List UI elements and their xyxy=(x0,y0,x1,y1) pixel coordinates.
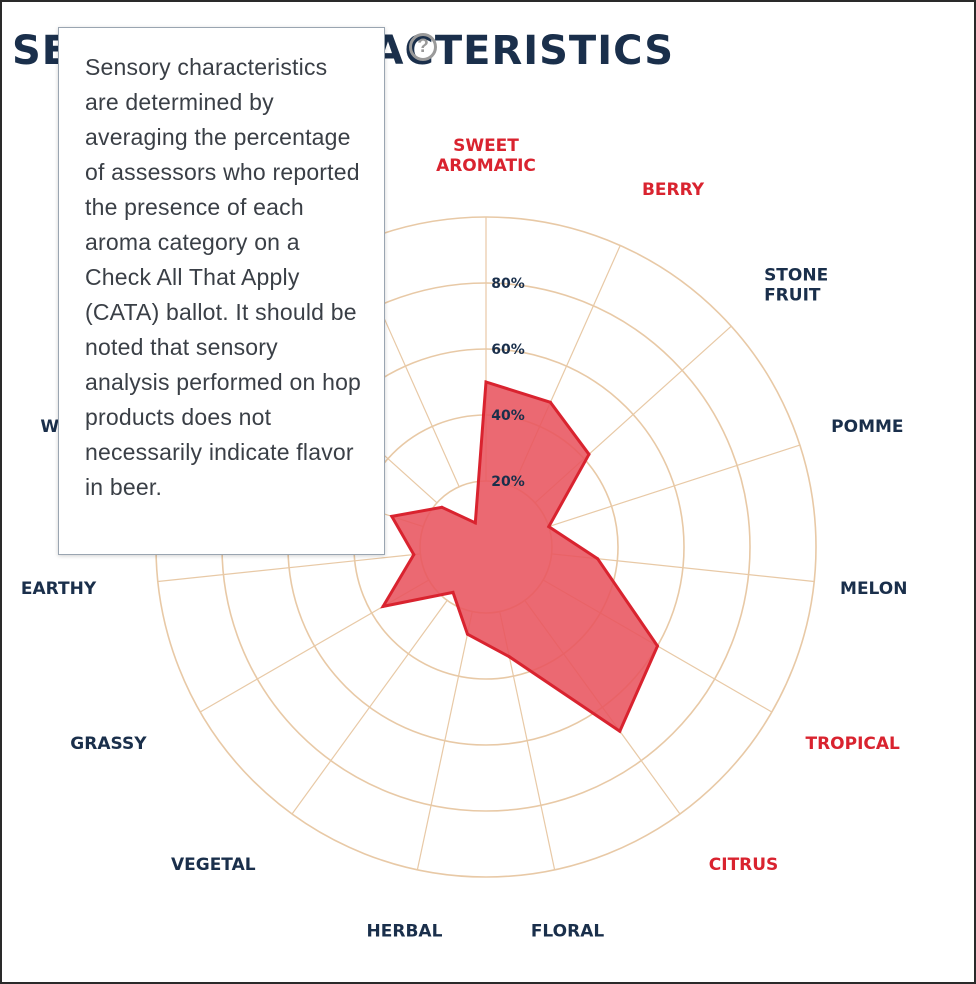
axis-label-vegetal: VEGETAL xyxy=(171,855,256,875)
data-point-12 xyxy=(390,514,394,518)
axis-label-stone-fruit: STONE FRUIT xyxy=(764,266,828,306)
axis-label-earthy: EARTHY xyxy=(21,579,97,599)
data-point-8 xyxy=(465,632,469,636)
data-point-0 xyxy=(484,380,488,384)
question-circle-icon[interactable]: ? xyxy=(409,33,437,61)
grid-spoke xyxy=(157,553,421,583)
axis-label-tropical: TROPICAL xyxy=(805,734,900,754)
tick-label-40: 40% xyxy=(491,408,525,424)
tooltip-text: Sensory characteristics are determined b… xyxy=(85,54,362,500)
axis-label-melon: MELON xyxy=(840,579,907,599)
data-point-2 xyxy=(587,452,591,456)
grid-spoke xyxy=(548,444,801,528)
tick-label-60: 60% xyxy=(491,342,525,358)
axis-label-citrus: CITRUS xyxy=(709,855,779,875)
data-polygon xyxy=(380,380,660,734)
data-point-6 xyxy=(618,729,622,733)
grid-spoke xyxy=(291,600,448,815)
axis-label-pomme: POMME xyxy=(831,417,903,437)
data-point-14 xyxy=(473,521,477,525)
tick-label-20: 20% xyxy=(491,474,525,490)
tick-label-80: 80% xyxy=(491,276,525,292)
data-point-10 xyxy=(381,604,385,608)
help-tooltip: Sensory characteristics are determined b… xyxy=(58,27,385,555)
data-point-5 xyxy=(655,644,659,648)
grid-spoke xyxy=(416,611,473,870)
data-point-7 xyxy=(507,655,511,659)
axis-label-sweet-aromatic: SWEET AROMATIC xyxy=(436,136,536,176)
axis-label-berry: BERRY xyxy=(642,180,705,200)
data-point-3 xyxy=(547,525,551,529)
axis-label-herbal: HERBAL xyxy=(367,921,443,941)
axis-label-grassy: GRASSY xyxy=(70,734,147,754)
data-point-9 xyxy=(451,590,455,594)
axis-label-floral: FLORAL xyxy=(531,921,605,941)
data-point-13 xyxy=(440,505,444,509)
data-point-11 xyxy=(412,553,416,557)
data-point-4 xyxy=(596,557,600,561)
data-point-1 xyxy=(548,400,552,404)
